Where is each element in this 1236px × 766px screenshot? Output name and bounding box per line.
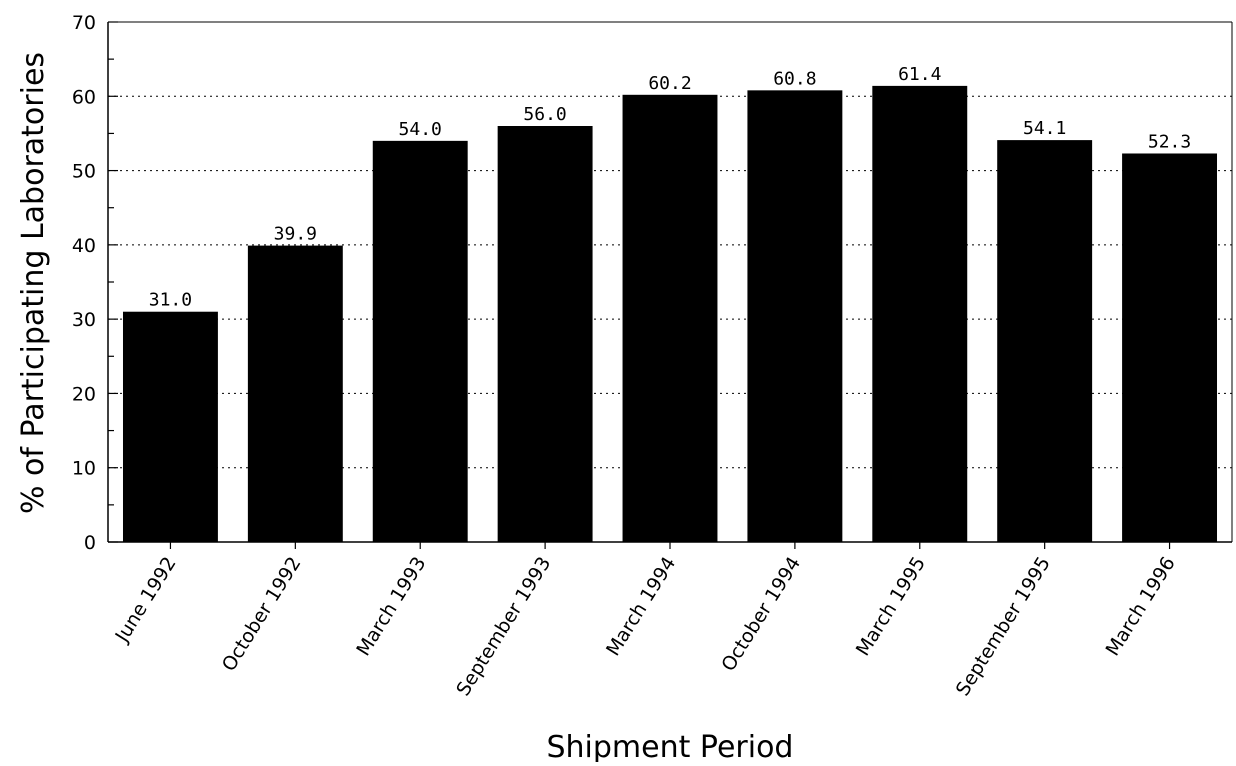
y-tick-label: 10 bbox=[72, 458, 96, 480]
y-axis-title: % of Participating Laboratories bbox=[16, 52, 51, 514]
x-category-label: October 1994 bbox=[717, 553, 805, 675]
x-category-label: October 1992 bbox=[218, 553, 306, 675]
x-axis-title: Shipment Period bbox=[547, 730, 794, 762]
bar bbox=[372, 140, 468, 542]
y-tick-label: 0 bbox=[84, 532, 96, 554]
bar bbox=[997, 140, 1093, 542]
bar bbox=[747, 90, 843, 542]
y-tick-label: 50 bbox=[72, 161, 96, 183]
x-category-label: March 1996 bbox=[1102, 553, 1180, 660]
bar bbox=[122, 311, 218, 542]
bar bbox=[622, 94, 718, 543]
data-label: 60.8 bbox=[773, 68, 816, 89]
bars bbox=[122, 85, 1218, 543]
x-category-labels: June 1992 October 1992 March 1993 September… bbox=[111, 553, 1180, 700]
x-category-label: March 1994 bbox=[602, 553, 680, 660]
y-tick-label: 60 bbox=[72, 86, 96, 108]
bar bbox=[247, 245, 343, 542]
data-label: 56.0 bbox=[523, 104, 566, 125]
y-tick-label: 40 bbox=[72, 235, 96, 257]
data-label: 54.1 bbox=[1023, 118, 1066, 139]
axes bbox=[107, 21, 1233, 549]
data-labels: 31.0 39.9 54.0 56.0 60.2 60.8 61.4 54.1 52.3 bbox=[149, 64, 1191, 311]
data-label: 52.3 bbox=[1148, 131, 1191, 152]
y-tick-label: 70 bbox=[72, 12, 96, 34]
y-tick-label: 20 bbox=[72, 383, 96, 405]
y-tick-labels: 0 10 20 30 40 50 60 70 bbox=[72, 12, 96, 554]
x-category-label: September 1993 bbox=[452, 553, 555, 700]
data-label: 31.0 bbox=[149, 290, 192, 311]
bar bbox=[872, 85, 968, 542]
bar bbox=[1122, 153, 1218, 542]
data-label: 39.9 bbox=[274, 224, 317, 245]
data-label: 60.2 bbox=[648, 73, 691, 94]
x-category-label: June 1992 bbox=[111, 553, 181, 647]
y-tick-label: 30 bbox=[72, 309, 96, 331]
data-label: 61.4 bbox=[898, 64, 941, 85]
x-category-label: March 1995 bbox=[852, 553, 930, 660]
data-label: 54.0 bbox=[399, 119, 442, 140]
x-category-label: September 1995 bbox=[952, 553, 1055, 700]
bar bbox=[497, 126, 593, 542]
x-category-label: March 1993 bbox=[352, 553, 430, 660]
